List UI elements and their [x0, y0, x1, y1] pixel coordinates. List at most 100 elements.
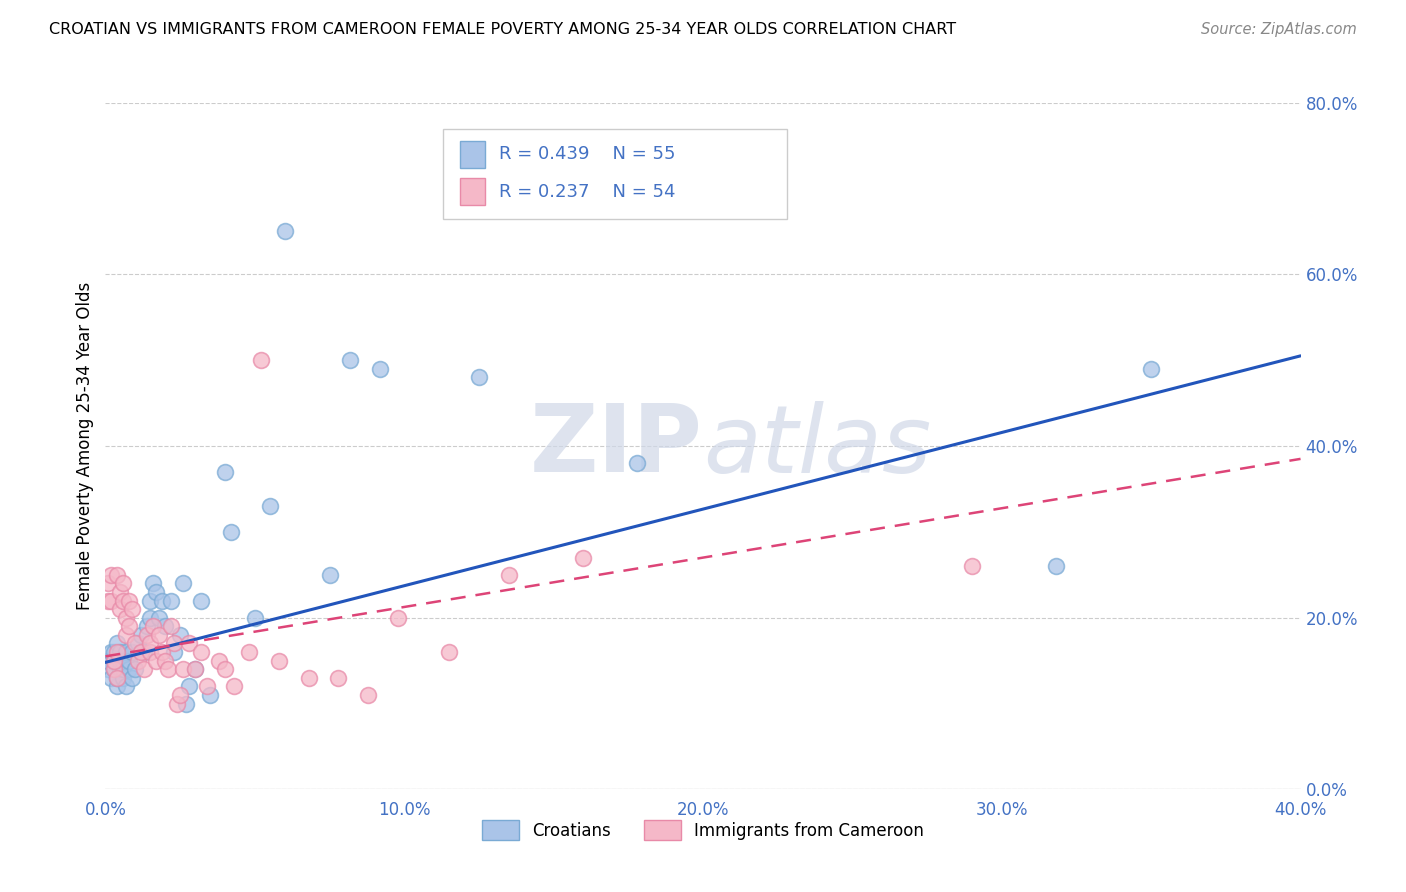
- Point: [222, 680, 245, 694]
- Point: [172, 576, 194, 591]
- Point: [163, 636, 186, 650]
- Point: [107, 671, 129, 685]
- Point: [238, 645, 260, 659]
- Point: [208, 654, 231, 668]
- Point: [142, 576, 165, 591]
- Point: [134, 662, 156, 676]
- Point: [121, 645, 143, 659]
- Point: [174, 697, 197, 711]
- Point: [273, 224, 295, 238]
- Point: [118, 593, 141, 607]
- Text: Source: ZipAtlas.com: Source: ZipAtlas.com: [1201, 22, 1357, 37]
- Point: [150, 593, 173, 607]
- Point: [148, 610, 170, 624]
- Point: [112, 671, 135, 685]
- Point: [139, 593, 162, 607]
- Point: [107, 671, 129, 685]
- Point: [110, 662, 132, 676]
- Point: [163, 645, 186, 659]
- Point: [150, 645, 173, 659]
- Point: [626, 456, 648, 470]
- Point: [129, 628, 153, 642]
- Point: [110, 602, 132, 616]
- Point: [177, 680, 201, 694]
- Point: [103, 645, 125, 659]
- Point: [103, 662, 125, 676]
- Point: [100, 645, 122, 659]
- Point: [115, 628, 138, 642]
- Point: [103, 662, 125, 676]
- Point: [145, 654, 167, 668]
- Point: [169, 688, 191, 702]
- Point: [387, 610, 409, 624]
- Legend: Croatians, Immigrants from Cameroon: Croatians, Immigrants from Cameroon: [475, 814, 931, 847]
- Text: R = 0.237    N = 54: R = 0.237 N = 54: [499, 183, 676, 201]
- Point: [97, 593, 120, 607]
- Point: [437, 645, 460, 659]
- Point: [112, 662, 135, 676]
- Point: [177, 636, 201, 650]
- Point: [148, 628, 170, 642]
- Point: [155, 654, 177, 668]
- Point: [107, 645, 129, 659]
- Point: [169, 628, 191, 642]
- Point: [127, 654, 149, 668]
- Point: [166, 697, 188, 711]
- Point: [259, 499, 281, 513]
- Point: [267, 654, 290, 668]
- Point: [298, 671, 321, 685]
- Point: [112, 576, 135, 591]
- Point: [328, 671, 350, 685]
- Point: [219, 524, 242, 539]
- Point: [498, 567, 520, 582]
- Point: [103, 654, 125, 668]
- Point: [124, 636, 146, 650]
- Point: [960, 559, 983, 574]
- Point: [127, 636, 149, 650]
- Point: [118, 619, 141, 633]
- Point: [243, 610, 266, 624]
- Point: [121, 671, 143, 685]
- Point: [124, 662, 146, 676]
- Point: [97, 576, 120, 591]
- Point: [357, 688, 380, 702]
- Text: ZIP: ZIP: [530, 400, 703, 492]
- Point: [110, 645, 132, 659]
- Point: [121, 602, 143, 616]
- Point: [136, 619, 159, 633]
- Point: [157, 662, 180, 676]
- Point: [142, 619, 165, 633]
- Point: [1045, 559, 1067, 574]
- Point: [100, 593, 122, 607]
- Point: [115, 645, 138, 659]
- Point: [115, 680, 138, 694]
- Point: [134, 645, 156, 659]
- Point: [103, 654, 125, 668]
- Y-axis label: Female Poverty Among 25-34 Year Olds: Female Poverty Among 25-34 Year Olds: [76, 282, 94, 610]
- Point: [184, 662, 207, 676]
- Point: [112, 654, 135, 668]
- Point: [118, 654, 141, 668]
- Point: [195, 680, 218, 694]
- Point: [468, 370, 491, 384]
- Point: [97, 654, 120, 668]
- Point: [129, 645, 153, 659]
- Point: [118, 662, 141, 676]
- Point: [155, 619, 177, 633]
- Point: [110, 585, 132, 599]
- Point: [97, 662, 120, 676]
- Point: [339, 353, 361, 368]
- Point: [214, 662, 236, 676]
- Point: [184, 662, 207, 676]
- Point: [107, 567, 129, 582]
- Point: [368, 361, 391, 376]
- Point: [107, 680, 129, 694]
- Point: [100, 567, 122, 582]
- Point: [190, 593, 212, 607]
- Text: atlas: atlas: [703, 401, 931, 491]
- Point: [172, 662, 194, 676]
- Point: [214, 465, 236, 479]
- Point: [198, 688, 221, 702]
- Point: [107, 636, 129, 650]
- Point: [190, 645, 212, 659]
